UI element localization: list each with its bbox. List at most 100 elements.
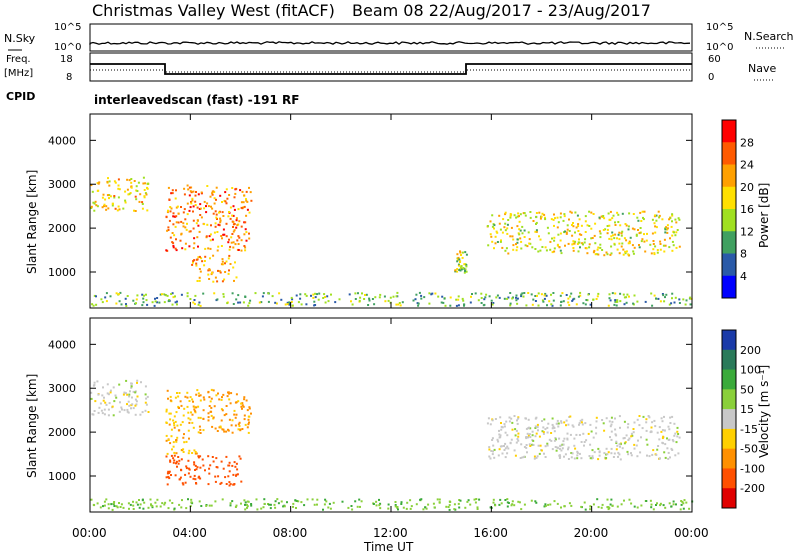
data-cell (685, 501, 688, 504)
data-cell (108, 402, 111, 405)
data-cell (510, 438, 513, 441)
data-cell (210, 406, 213, 409)
data-cell (278, 292, 281, 295)
cpid-value: interleavedscan (fast) -191 RF (94, 93, 299, 107)
data-cell (141, 499, 144, 502)
data-cell (528, 433, 531, 436)
data-cell (168, 299, 171, 301)
data-cell (580, 233, 583, 236)
data-cell (169, 399, 172, 402)
data-cell (165, 249, 168, 252)
data-cell (491, 453, 494, 456)
data-cell (197, 455, 200, 458)
data-cell (588, 455, 591, 457)
power-colorbar-swatch (722, 253, 736, 277)
data-cell (498, 214, 501, 217)
data-cell (222, 467, 225, 470)
data-cell (199, 399, 202, 402)
data-cell (654, 214, 657, 217)
data-cell (517, 232, 520, 235)
data-cell (539, 217, 542, 220)
data-cell (532, 220, 535, 222)
data-cell (216, 430, 219, 432)
data-cell (214, 427, 217, 430)
data-cell (482, 304, 485, 307)
data-cell (199, 304, 202, 307)
data-cell (383, 295, 386, 298)
data-cell (192, 210, 194, 213)
data-cell (543, 297, 546, 300)
data-cell (510, 226, 513, 229)
data-cell (114, 181, 117, 184)
data-cell (171, 189, 174, 192)
data-cell (605, 457, 608, 459)
data-cell (199, 270, 202, 273)
data-cell (642, 216, 644, 219)
data-cell (506, 232, 509, 235)
power-data-points (90, 176, 693, 307)
data-cell (196, 466, 199, 469)
data-cell (231, 187, 234, 189)
data-cell (235, 413, 238, 416)
data-cell (521, 292, 524, 295)
data-cell (246, 426, 249, 429)
data-cell (608, 224, 611, 227)
data-cell (207, 416, 210, 419)
data-cell (512, 248, 515, 251)
data-cell (515, 441, 518, 444)
data-cell (534, 230, 537, 233)
data-cell (489, 220, 492, 223)
data-cell (312, 296, 315, 299)
data-cell (520, 508, 523, 511)
data-cell (648, 416, 651, 419)
data-cell (102, 386, 104, 389)
data-cell (588, 225, 591, 227)
data-cell (530, 499, 533, 502)
data-cell (240, 249, 243, 252)
data-cell (565, 419, 568, 422)
data-cell (245, 214, 248, 217)
data-cell (671, 249, 674, 252)
data-cell (661, 293, 664, 295)
data-cell (529, 445, 532, 447)
data-cell (477, 299, 480, 302)
data-cell (502, 218, 505, 221)
data-cell (209, 239, 212, 242)
data-cell (635, 444, 638, 447)
data-cell (146, 209, 149, 212)
data-cell (673, 301, 676, 304)
freq-tick-top: 18 (60, 54, 73, 65)
data-cell (196, 219, 199, 222)
data-cell (132, 508, 135, 510)
data-cell (193, 237, 196, 240)
range-tick-label: 2000 (48, 222, 76, 235)
data-cell (562, 300, 565, 303)
data-cell (613, 303, 616, 306)
data-cell (455, 298, 458, 301)
data-cell (186, 222, 188, 225)
data-cell (575, 303, 578, 306)
data-cell (678, 436, 681, 439)
data-cell (456, 268, 459, 270)
data-cell (202, 417, 205, 420)
data-cell (182, 436, 185, 439)
data-cell (274, 500, 277, 503)
data-cell (145, 397, 148, 400)
data-cell (211, 271, 213, 274)
data-cell (607, 304, 610, 307)
data-cell (584, 303, 587, 306)
time-tick-label: 12:00 (373, 526, 408, 540)
data-cell (92, 304, 95, 307)
data-cell (618, 443, 621, 446)
data-cell (619, 300, 622, 303)
nsky-right-tick-top: 10^5 (706, 22, 733, 33)
data-cell (329, 507, 332, 510)
data-cell (494, 242, 497, 245)
data-cell (428, 292, 431, 295)
data-cell (576, 454, 579, 457)
data-cell (190, 201, 192, 203)
data-cell (614, 428, 617, 431)
data-cell (666, 231, 669, 234)
data-cell (197, 431, 200, 434)
data-cell (516, 225, 519, 228)
